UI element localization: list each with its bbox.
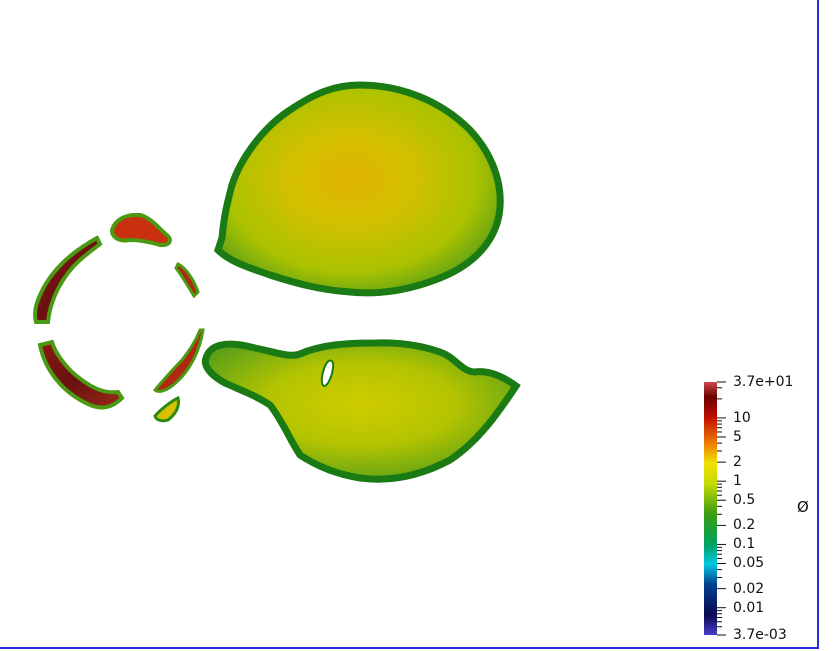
render-viewport[interactable]: Ø 3.7e+01 10 5 2 1 0.5 0.2 0.1 0.05 0.02 0.01 3.7e-…	[0, 0, 819, 649]
colorbar	[704, 381, 726, 636]
colorbar-tick-label: 3.7e-03	[733, 627, 787, 643]
ring-fragment-right-lower	[152, 328, 205, 393]
colorbar-tick-label: 0.1	[733, 536, 756, 553]
colorbar-tick-label: 10	[733, 409, 751, 426]
colorbar-tick-label: 0.02	[733, 580, 765, 597]
colorbar-tick-label: 0.05	[733, 555, 765, 572]
upper-region	[213, 81, 504, 297]
colorbar-tick-label: 0.2	[733, 517, 756, 534]
ring-fragment-right-upper	[174, 261, 200, 299]
colorbar-gradient	[704, 382, 717, 635]
lower-region-hole	[320, 359, 335, 388]
ring-fragment-top	[109, 212, 172, 248]
colorbar-tick-label: 5	[733, 428, 742, 445]
colorbar-tick-label: 2	[733, 454, 742, 471]
lower-region	[201, 339, 521, 483]
ring-fragment-bottom	[153, 395, 180, 423]
colorbar-tick-label: 0.5	[733, 492, 756, 509]
ring-fragment-left-upper	[33, 235, 103, 324]
colorbar-tick-label: 0.01	[733, 599, 765, 616]
colorbar-tick-label: 3.7e+01	[733, 374, 794, 390]
colorbar-title: Ø	[797, 498, 809, 516]
field-render	[33, 81, 726, 636]
ring-fragment-left-lower	[37, 339, 125, 410]
colorbar-tick-label: 1	[733, 473, 742, 490]
